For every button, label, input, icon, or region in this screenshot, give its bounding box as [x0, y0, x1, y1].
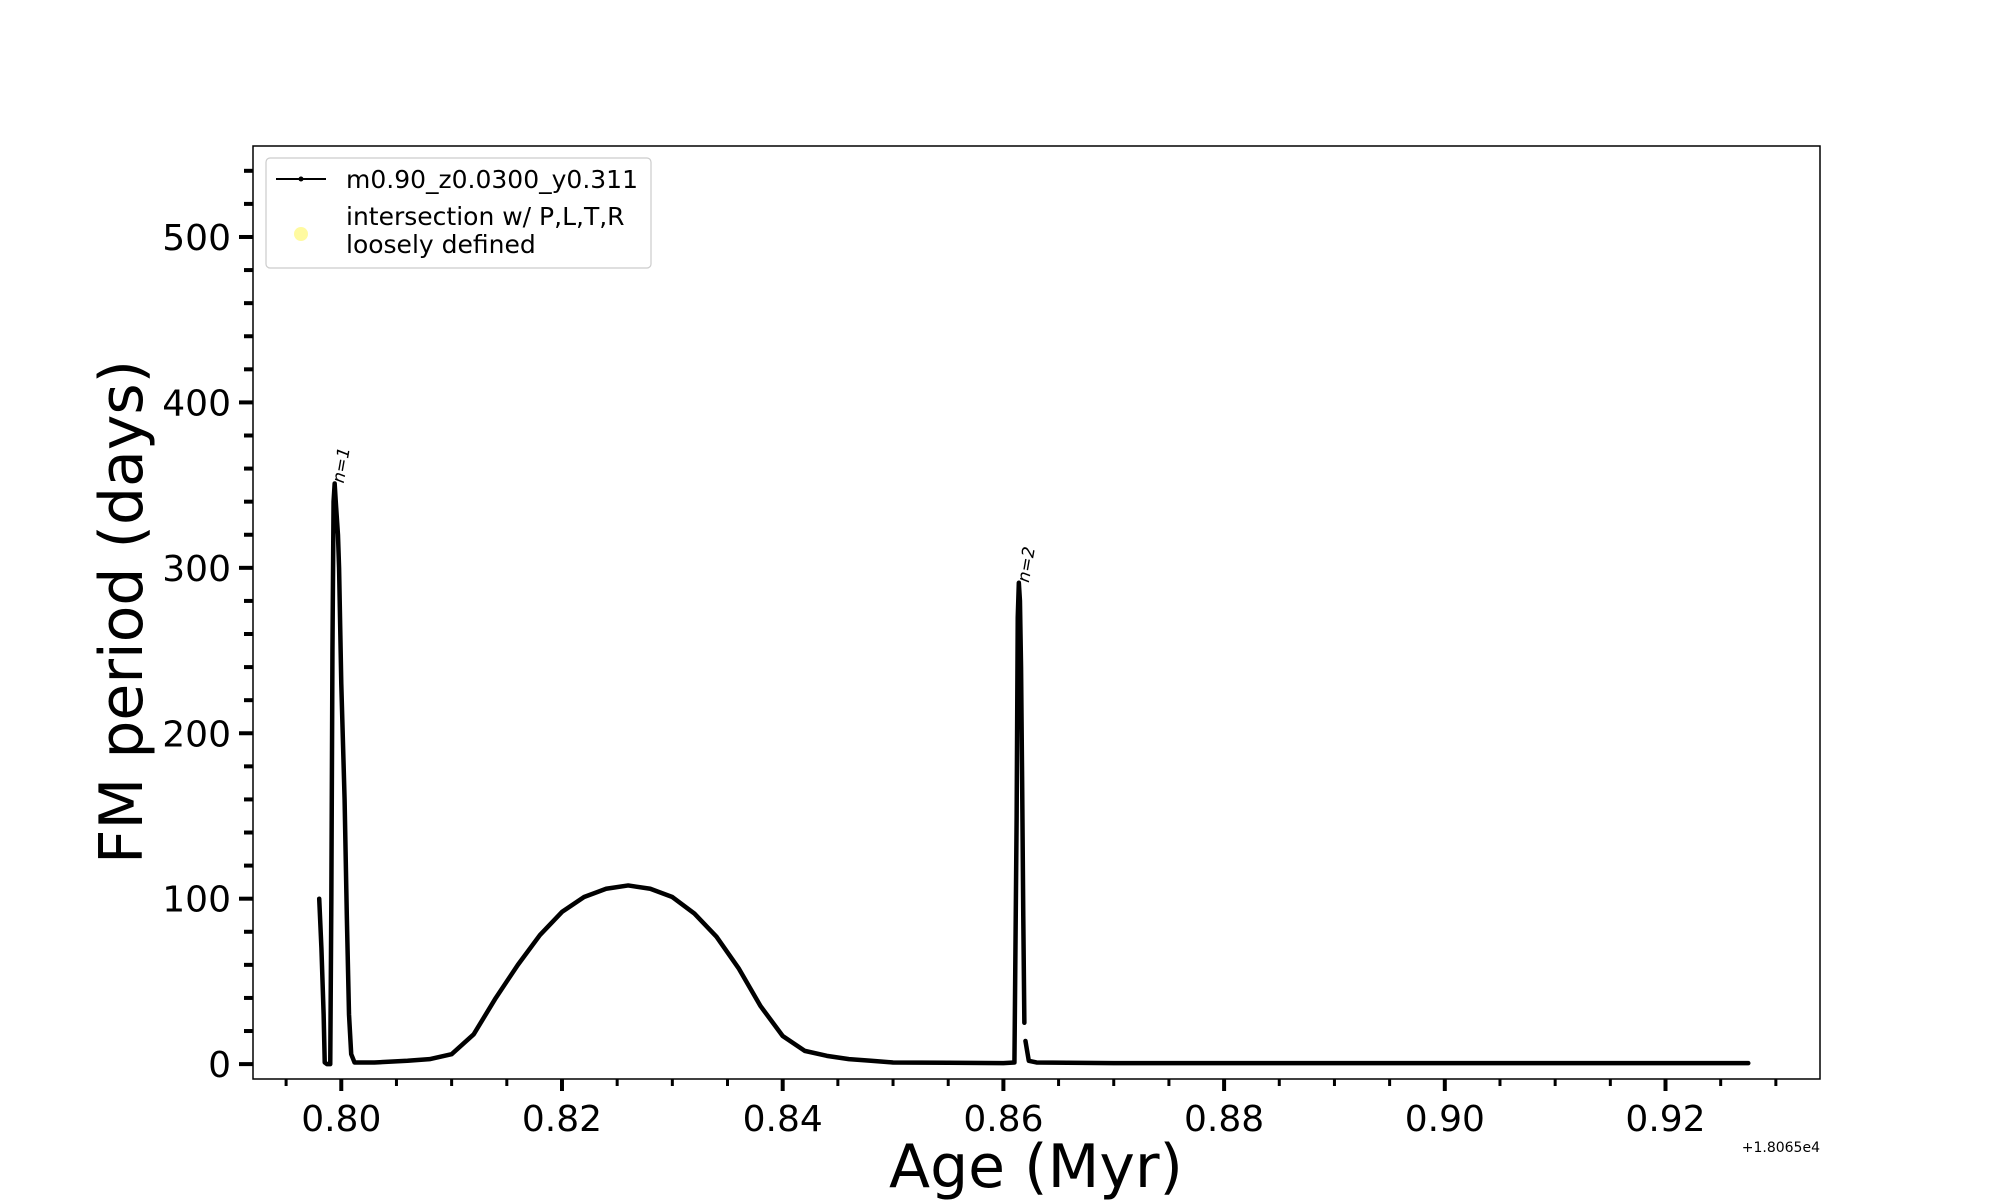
x-tick-label: 0.86	[963, 1099, 1043, 1140]
legend-label-intersection-line1: intersection w/ P,L,T,R	[346, 202, 625, 231]
legend: m0.90_z0.0300_y0.311 intersection w/ P,L…	[265, 157, 652, 269]
y-axis: 0 100 200 300 400 500	[162, 168, 253, 1086]
y-tick-label: 500	[162, 218, 231, 259]
y-tick-label: 400	[162, 383, 231, 424]
x-tick-label: 0.80	[301, 1099, 381, 1140]
legend-dot-marker	[298, 176, 304, 182]
x-axis-offset-label: +1.8065e4	[1742, 1140, 1820, 1156]
x-tick-label: 0.90	[1405, 1099, 1485, 1140]
x-axis: 0.80 0.82 0.84 0.86 0.88 0.90 0.92	[284, 1079, 1778, 1140]
y-axis-title: FM period (days)	[87, 360, 157, 864]
legend-box	[265, 157, 652, 269]
x-axis-title: Age (Myr)	[889, 1132, 1183, 1200]
series-line	[316, 481, 1027, 1067]
y-tick-label: 200	[162, 714, 231, 755]
x-tick-label: 0.92	[1625, 1099, 1705, 1140]
legend-circle-marker	[294, 227, 308, 241]
y-tick-label: 0	[208, 1045, 231, 1086]
series-layer	[316, 481, 1751, 1067]
plot-area	[252, 145, 1821, 1080]
x-tick-label: 0.82	[522, 1099, 602, 1140]
y-tick-label: 100	[162, 880, 231, 921]
x-tick-label: 0.84	[743, 1099, 823, 1140]
legend-label-series: m0.90_z0.0300_y0.311	[346, 165, 638, 194]
series-line	[1023, 1038, 1751, 1066]
legend-label-intersection-line2: loosely defined	[346, 230, 536, 259]
x-tick-label: 0.88	[1184, 1099, 1264, 1140]
plot-frame	[252, 145, 1821, 1080]
y-tick-label: 300	[162, 549, 231, 590]
